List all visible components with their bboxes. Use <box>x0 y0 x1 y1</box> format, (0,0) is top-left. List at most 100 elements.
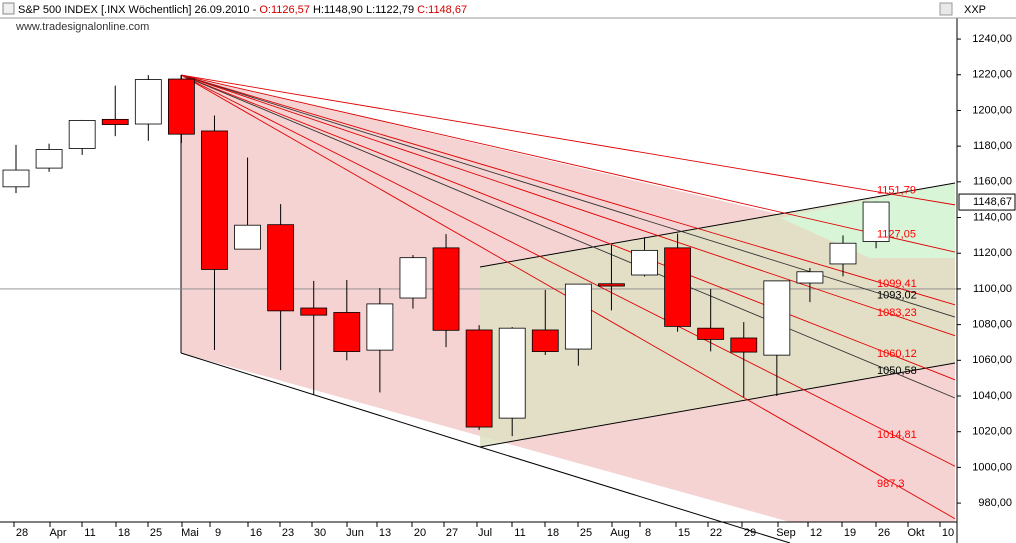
fan-line <box>181 74 956 467</box>
x-tick-label: 27 <box>446 527 458 539</box>
fan-base <box>479 446 791 543</box>
x-tick-label: 18 <box>118 527 130 539</box>
candle-body <box>829 242 857 265</box>
y-tick-label: 1120,00 <box>973 247 1012 259</box>
x-tick-label: Okt <box>907 527 924 539</box>
y-tick-label: 1060,00 <box>972 354 1012 366</box>
candle-body <box>432 247 460 331</box>
candle-body <box>101 118 129 125</box>
level-label: 1151,79 <box>877 184 916 196</box>
candle-body <box>763 280 791 356</box>
level-label: 987,3 <box>877 478 905 490</box>
y-tick-label: 980,00 <box>978 497 1012 509</box>
fan <box>181 74 956 520</box>
x-tick-label: 28 <box>16 527 28 539</box>
candle-body <box>598 283 625 287</box>
candle-body <box>498 327 526 419</box>
candle-body <box>531 329 559 352</box>
header-open: O:1126,57 <box>259 4 310 16</box>
y-tick-label: 1200,00 <box>972 104 1012 116</box>
x-tick-label: 23 <box>282 527 294 539</box>
x-tick-label: 25 <box>580 527 592 539</box>
level-label: 1099,41 <box>877 278 917 290</box>
candle-body <box>399 257 427 299</box>
header-bar <box>0 0 1016 18</box>
fan-line <box>181 74 956 399</box>
level-label: 1060,12 <box>877 348 917 360</box>
candle-body <box>2 169 30 188</box>
candle-body <box>167 78 195 135</box>
channel-upper <box>479 182 956 268</box>
y-tick-label: 1020,00 <box>972 426 1012 438</box>
axis-tag: XXP <box>964 4 986 16</box>
fan-line <box>181 74 956 253</box>
header-close: C:1148,67 <box>417 4 467 16</box>
candle-body <box>300 307 328 316</box>
x-tick-label: 16 <box>250 527 262 539</box>
y-tick-label: 1100,00 <box>973 283 1012 295</box>
level-label: 1083,23 <box>877 307 917 319</box>
channel-left <box>180 352 481 448</box>
x-tick-label: 30 <box>314 527 326 539</box>
candle-body <box>564 283 592 350</box>
x-tick-label: 29 <box>744 527 756 539</box>
y-tick-label: 1040,00 <box>972 390 1012 402</box>
fan-line <box>181 74 956 306</box>
candle-body <box>134 79 162 125</box>
y-tick-label: 1140,00 <box>973 211 1012 223</box>
price-tag <box>958 193 1016 211</box>
y-tick-label: 1240,00 <box>972 33 1012 45</box>
scroll-button[interactable] <box>939 2 953 16</box>
x-tick-label: 8 <box>645 527 651 539</box>
x-tick-label: 19 <box>844 527 856 539</box>
candle-body <box>267 224 295 312</box>
candle-body <box>697 327 725 340</box>
x-tick-label: 20 <box>414 527 426 539</box>
menu-icon[interactable] <box>2 2 15 15</box>
header-symbol: S&P 500 INDEX [.INX Wöchentlich] 26.09.2… <box>18 4 257 16</box>
candle-body <box>366 303 394 351</box>
x-tick-label: 15 <box>678 527 690 539</box>
candle-body <box>234 224 261 250</box>
x-tick-label: 25 <box>150 527 162 539</box>
x-tick-label: Jul <box>478 527 492 539</box>
fan-line <box>181 74 956 381</box>
header-high-low: H:1148,90 L:1122,79 <box>313 4 414 16</box>
x-tick-label: 22 <box>710 527 722 539</box>
x-tick-label: 9 <box>215 527 221 539</box>
level-label: 1127,05 <box>877 229 916 241</box>
axis-labels: 1240,00 1220,00 1200,00 1180,00 1160,00 1140,… <box>13 33 1016 539</box>
candle-body <box>333 312 361 352</box>
x-tick-label: Apr <box>49 527 66 539</box>
x-tick-label: Mai <box>181 527 199 539</box>
candle-body <box>35 149 63 169</box>
x-tick-label: 12 <box>810 527 822 539</box>
price-tag-label: 1148,67 <box>973 196 1012 208</box>
level-label: 1093,02 <box>877 289 917 301</box>
candles <box>2 75 890 437</box>
x-tick-label: 26 <box>878 527 890 539</box>
y-tick-label: 1180,00 <box>973 140 1012 152</box>
candle-body <box>730 337 758 353</box>
y-tick-label: 1220,00 <box>972 69 1012 81</box>
candle-body <box>465 329 493 428</box>
candle-body <box>664 247 691 327</box>
x-tick-label: Sep <box>776 527 796 539</box>
y-tick-label: 1160,00 <box>973 176 1012 188</box>
watermark: www.tradesignalonline.com <box>15 21 149 33</box>
y-tick-label: 1080,00 <box>972 319 1012 331</box>
y-tick-label: 1000,00 <box>972 461 1012 473</box>
candle-body <box>631 249 658 276</box>
x-tick-label: 13 <box>379 527 391 539</box>
x-tick-label: 11 <box>84 527 95 539</box>
x-tick-label: 10 <box>942 527 954 539</box>
x-tick-label: Aug <box>610 527 630 539</box>
fan-line <box>181 74 956 206</box>
candle-body <box>862 201 890 242</box>
candle-body <box>796 271 824 284</box>
x-tick-label: 18 <box>547 527 559 539</box>
x-tick-label: Jun <box>346 527 364 539</box>
